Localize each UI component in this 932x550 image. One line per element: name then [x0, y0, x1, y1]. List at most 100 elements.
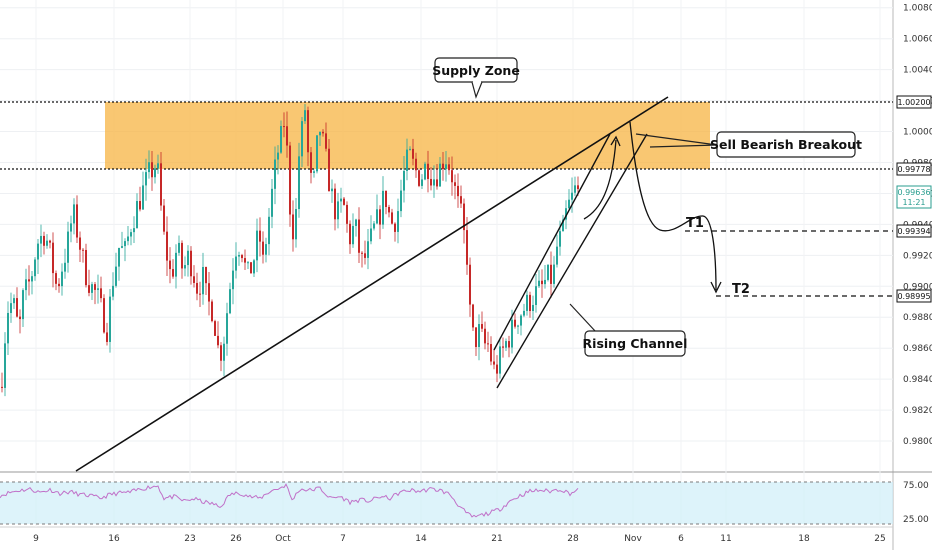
candle-body	[43, 235, 45, 246]
candle-body	[10, 303, 12, 313]
candle-body	[460, 196, 462, 204]
candles	[1, 104, 579, 397]
candle-body	[511, 319, 513, 348]
candle-body	[352, 225, 354, 245]
candle-body	[37, 243, 39, 260]
x-axis[interactable]: 9 16 23 26 Oct 7 14 21 28 Nov 6 11 18 25	[33, 534, 886, 544]
candle-body	[4, 343, 6, 388]
candle-body	[52, 242, 54, 274]
rsi-tick-75: 75.00	[903, 481, 929, 491]
price-tag-t1: 0.99394	[896, 224, 932, 238]
candle-body	[82, 249, 84, 251]
candle-body	[31, 276, 33, 282]
candle-body	[190, 250, 192, 277]
x-tick-label: 25	[874, 534, 885, 544]
candle-body	[448, 164, 450, 171]
sell-breakout-callout: Sell Bearish Breakout	[635, 131, 862, 158]
candle-body	[508, 341, 510, 348]
candle-body	[64, 262, 66, 272]
t1-label: T1	[686, 216, 704, 231]
candle-body	[22, 290, 24, 320]
candle-body	[118, 247, 120, 267]
candle-body	[280, 126, 282, 153]
candle-body	[292, 214, 294, 240]
projection-down-curve	[629, 121, 717, 291]
rsi-band	[0, 482, 893, 524]
x-tick-label: Oct	[275, 534, 291, 544]
candle-body	[562, 219, 564, 232]
candle-body	[157, 163, 159, 169]
price-tag-current-text: 0.99636	[897, 188, 930, 197]
price-tag-supply-top-text: 1.00200	[897, 98, 930, 107]
candle-body	[355, 219, 357, 226]
y-tick-label: 1.00600	[903, 35, 932, 45]
candle-body	[91, 284, 93, 293]
candle-body	[409, 148, 411, 150]
candle-body	[358, 219, 360, 253]
candle-body	[76, 204, 78, 238]
candle-body	[505, 341, 507, 348]
candle-body	[103, 298, 105, 333]
candle-body	[199, 293, 201, 295]
candle-body	[202, 266, 204, 295]
candle-body	[277, 152, 279, 160]
candle-body	[25, 279, 27, 291]
candle-body	[7, 312, 9, 344]
candle-body	[205, 266, 207, 284]
candle-body	[250, 262, 252, 274]
candle-body	[331, 188, 333, 192]
t2-label: T2	[732, 282, 750, 297]
rsi-line	[0, 483, 579, 518]
candle-body	[319, 131, 321, 136]
candle-body	[73, 204, 75, 224]
candle-body	[160, 163, 162, 206]
candle-body	[529, 294, 531, 312]
rising-channel-callout: Rising Channel	[569, 303, 687, 357]
candle-body	[454, 182, 456, 186]
price-tag-countdown-text: 11:21	[902, 198, 925, 207]
candle-body	[241, 255, 243, 259]
candle-body	[349, 223, 351, 245]
candle-body	[445, 164, 447, 170]
candle-body	[211, 301, 213, 322]
candle-body	[382, 190, 384, 225]
candle-body	[106, 332, 108, 342]
candle-body	[295, 209, 297, 240]
candle-body	[367, 241, 369, 258]
candle-body	[463, 203, 465, 231]
x-tick-label: 18	[798, 534, 810, 544]
candle-body	[55, 273, 57, 284]
candle-body	[193, 276, 195, 283]
candle-body	[154, 168, 156, 178]
candle-body	[304, 110, 306, 122]
candle-body	[148, 162, 150, 173]
candle-body	[517, 325, 519, 327]
candle-body	[334, 188, 336, 220]
candle-body	[253, 260, 255, 274]
candle-body	[370, 228, 372, 242]
candle-body	[100, 288, 102, 299]
x-tick-label: 9	[33, 534, 39, 544]
candle-body	[271, 188, 273, 217]
candle-body	[559, 231, 561, 247]
candle-body	[484, 328, 486, 344]
candle-body	[379, 209, 381, 225]
candle-body	[496, 364, 498, 374]
candle-body	[487, 343, 489, 345]
candle-body	[61, 271, 63, 287]
candle-body	[256, 230, 258, 261]
candle-body	[376, 209, 378, 224]
candle-body	[232, 270, 234, 290]
candle-body	[472, 304, 474, 328]
candle-body	[502, 346, 504, 348]
candle-body	[340, 198, 342, 202]
candle-body	[406, 149, 408, 171]
price-tag-t1-text: 0.99394	[897, 227, 930, 236]
candle-body	[568, 199, 570, 209]
